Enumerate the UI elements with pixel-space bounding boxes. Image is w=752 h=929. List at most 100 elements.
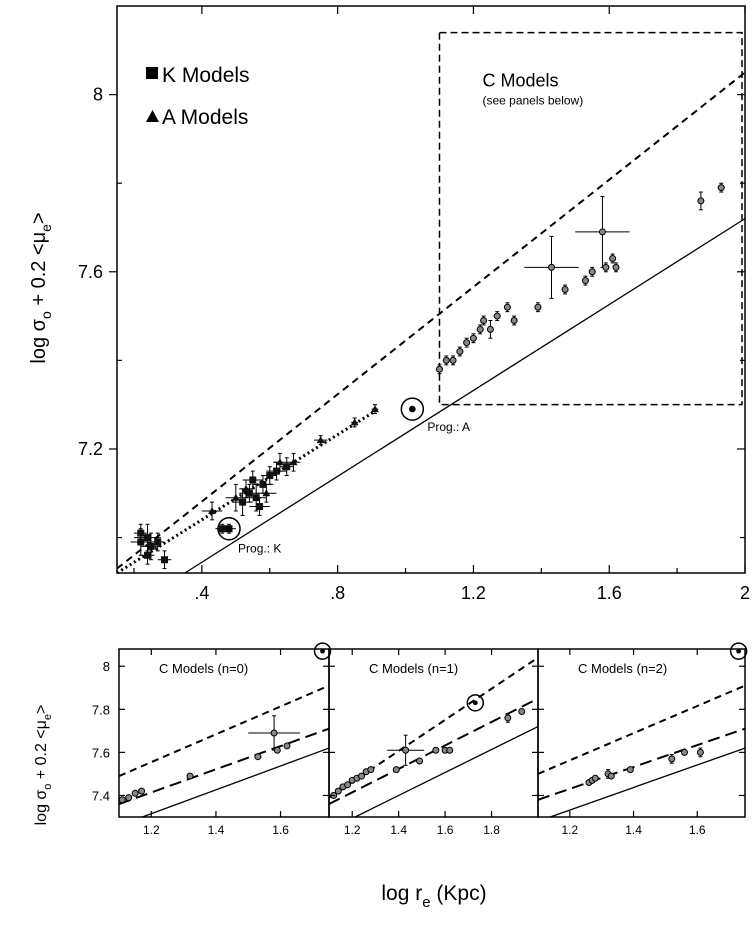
x-tick-label: 2 [740,583,750,603]
n1-point [518,707,526,715]
progenitor-symbol-ring [217,516,241,541]
n1-point [446,746,454,754]
c-model-point [449,355,457,366]
c-model-point [510,315,518,326]
main-panel: C Models (see panels below) Prog.: KProg… [28,5,750,603]
k-model-point [249,497,270,516]
c-model-point-marker [476,325,484,333]
c-model-point-marker [510,317,518,325]
c-model-point [561,284,569,295]
n0-point-marker [131,789,139,797]
n0-title: C Models (n=0) [159,661,248,676]
n0-sun-symbol [313,642,332,660]
progenitor-symbol-dot [409,405,416,413]
c-model-point [442,355,450,366]
k-model-point-marker [239,498,247,506]
n1-point-marker [446,746,454,754]
n0-point-marker [138,787,146,795]
n1-point-marker [334,787,342,795]
c-model-point [524,235,579,299]
n0-point [131,789,139,797]
k-model-point-marker [249,476,257,484]
progenitor-symbol-ring [400,397,425,421]
n0-point [125,794,133,802]
main-reference-lines [116,71,746,575]
c-model-point [588,266,596,277]
n2-point-marker [696,748,704,756]
main-data-points [130,182,725,570]
n1-point-marker [344,781,352,789]
n1-x-tick-label: 1.2 [344,823,361,837]
n1-point-marker [367,766,375,774]
n0-y-tick-label: 7.6 [92,745,110,760]
c-model-point-marker [449,356,457,364]
a-model-point [201,501,223,521]
n2-point-marker [626,766,634,774]
c-models-box-label: C Models [482,71,558,91]
a-model-point-marker [262,489,271,497]
k-model-point-marker [161,556,169,564]
n2-sun-symbol-dot [736,648,742,654]
c-models-box-sublabel: (see panels below) [482,94,583,108]
n1-x-tick-label: 1.8 [483,823,500,837]
a-model-point-marker [241,484,250,492]
c-model-point-marker [602,263,610,271]
panel-n0: C Models (n=0) 1.2 1.4 1.6 7.4 7.6 7.8 8 [92,642,332,837]
a-model-point-marker [350,418,359,426]
c-model-point-marker [493,312,501,320]
k-model-point [262,466,277,485]
n0-point [138,787,146,795]
n2-line-dashed [537,684,746,775]
n2-sun-symbol-ring [729,642,748,660]
n0-x-tick-label: 1.4 [208,823,225,837]
main-y-axis-label: log σo + 0.2 <μe> [28,212,54,363]
n0-point [186,772,194,780]
x-tick-label: .8 [330,583,345,603]
k-model-point [133,523,148,543]
n0-x-tick-label: 1.2 [143,823,160,837]
a-model-point [286,452,301,472]
c-model-point [581,275,589,286]
n2-point [626,766,634,774]
legend-square-marker [146,67,158,79]
n0-line-dashed [118,684,330,777]
panel-n1: C Models (n=1) 1.2 1.4 1.6 1.8 [328,648,539,837]
n1-sun-symbol [466,694,485,712]
n0-sun-symbol-dot [320,648,325,654]
c-model-point [476,324,484,335]
k-model-point-marker [256,503,264,511]
n0-point-marker [186,772,194,780]
n1-point-marker [432,746,440,754]
n2-title: C Models (n=2) [578,661,667,676]
legend-k-models-label: K Models [162,64,250,87]
a-model-point [313,435,328,446]
n1-point-marker [504,714,512,722]
n2-point [668,754,676,764]
n1-point [387,734,425,766]
n2-point [607,772,615,780]
main-line-solid [184,218,746,574]
a-model-point-marker [316,436,325,444]
c-model-point-marker [612,263,620,271]
x-axis-label: log re (Kpc) [381,882,486,911]
n1-point-marker [358,772,366,780]
n2-line-solid [549,747,746,818]
c-model-point-marker [469,334,477,342]
n1-title: C Models (n=1) [369,661,458,676]
bottom-y-axis-label: log σo + 0.2 <μe> [33,705,54,826]
k-model-point [140,545,155,565]
n1-point [416,757,424,765]
c-model-point-marker [598,228,606,236]
legend-triangle-marker [146,110,159,122]
n1-sun-symbol-dot [472,700,478,706]
n0-point [248,715,300,751]
k-model-point-marker [144,534,152,542]
c-model-point-marker [609,254,617,262]
y-tick-label: 8 [93,85,103,105]
c-model-point [575,195,630,268]
k-model-point [150,532,165,552]
c-model-point-marker [588,268,596,276]
n2-x-tick-label: 1.6 [689,823,706,837]
n1-point [367,766,375,774]
